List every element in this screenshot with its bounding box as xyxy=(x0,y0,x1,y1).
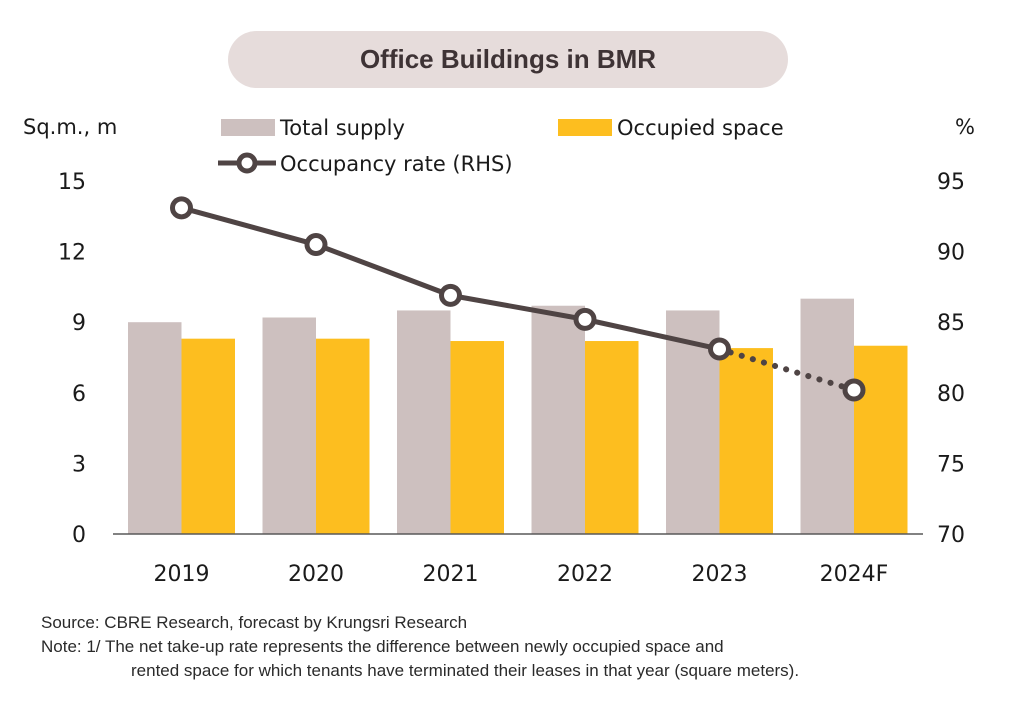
occupancy-forecast-segment xyxy=(716,346,857,393)
x-tick-label: 2020 xyxy=(288,562,344,587)
legend-marker-occupancy xyxy=(236,152,258,174)
legend-label-total-supply: Total supply xyxy=(279,116,405,140)
bar-occupied-space-2024f xyxy=(854,345,908,534)
bar-series-group xyxy=(128,298,908,534)
right-tick-label: 85 xyxy=(937,311,965,336)
bar-occupied-space-2021 xyxy=(450,341,504,534)
left-tick-label: 12 xyxy=(58,241,86,266)
legend-label-occupancy-rate: Occupancy rate (RHS) xyxy=(280,152,513,176)
occupancy-line-group xyxy=(170,196,866,402)
occupancy-line-segment xyxy=(179,205,319,248)
left-tick-label: 6 xyxy=(72,382,86,407)
chart-title: Office Buildings in BMR xyxy=(228,31,788,88)
x-tick-label: 2022 xyxy=(557,562,613,587)
left-tick-label: 15 xyxy=(58,170,86,195)
bar-total-supply-2021 xyxy=(397,310,451,534)
occupancy-point-2019 xyxy=(170,196,193,220)
bar-occupied-space-2019 xyxy=(181,338,235,534)
bar-occupied-space-2022 xyxy=(585,341,639,534)
bar-total-supply-2022 xyxy=(531,305,585,534)
x-axis-labels: 2019 2020 2021 2022 2023 2024F xyxy=(154,562,889,587)
x-tick-label: 2024F xyxy=(820,562,889,587)
x-tick-label: 2023 xyxy=(692,562,748,587)
chart-title-text: Office Buildings in BMR xyxy=(359,44,657,74)
right-tick-label: 95 xyxy=(937,170,965,195)
note-line-1: Note: 1/ The net take-up rate represents… xyxy=(41,637,724,656)
left-axis-ticks: 0 3 6 9 12 15 xyxy=(58,170,86,548)
right-tick-label: 80 xyxy=(937,382,965,407)
note-line-2: rented space for which tenants have term… xyxy=(131,661,800,680)
bar-total-supply-2024f xyxy=(800,298,854,534)
occupancy-point-2020 xyxy=(304,233,328,257)
source-note: Source: CBRE Research, forecast by Krung… xyxy=(41,613,468,632)
occupancy-point-2021 xyxy=(439,283,462,307)
left-tick-label: 3 xyxy=(72,452,86,477)
right-axis-title: % xyxy=(955,115,975,139)
legend-swatch-total-supply xyxy=(221,119,275,136)
left-tick-label: 9 xyxy=(72,311,86,336)
right-axis-ticks: 70 75 80 85 90 95 xyxy=(937,170,965,548)
right-tick-label: 90 xyxy=(937,241,965,266)
occupancy-point-2024f xyxy=(842,378,866,402)
occupancy-point-2023 xyxy=(708,337,731,361)
x-tick-label: 2019 xyxy=(154,562,210,587)
legend: Total supply Occupied space Occupancy ra… xyxy=(218,116,784,176)
occupancy-line-segment xyxy=(448,292,588,322)
x-tick-label: 2021 xyxy=(423,562,479,587)
occupancy-point-2022 xyxy=(573,307,597,331)
legend-label-occupied-space: Occupied space xyxy=(617,116,784,140)
bar-total-supply-2020 xyxy=(262,317,316,534)
left-axis-title: Sq.m., m xyxy=(23,115,117,139)
right-tick-label: 70 xyxy=(937,523,965,548)
right-tick-label: 75 xyxy=(937,452,965,477)
bar-total-supply-2019 xyxy=(128,322,182,534)
occupancy-line-segment xyxy=(582,316,722,352)
legend-swatch-occupied-space xyxy=(558,119,612,136)
bar-occupied-space-2020 xyxy=(316,338,370,534)
chart-footer: Source: CBRE Research, forecast by Krung… xyxy=(41,611,799,683)
left-tick-label: 0 xyxy=(72,523,86,548)
bar-occupied-space-2023 xyxy=(719,348,773,534)
occupancy-line-segment xyxy=(313,242,453,298)
